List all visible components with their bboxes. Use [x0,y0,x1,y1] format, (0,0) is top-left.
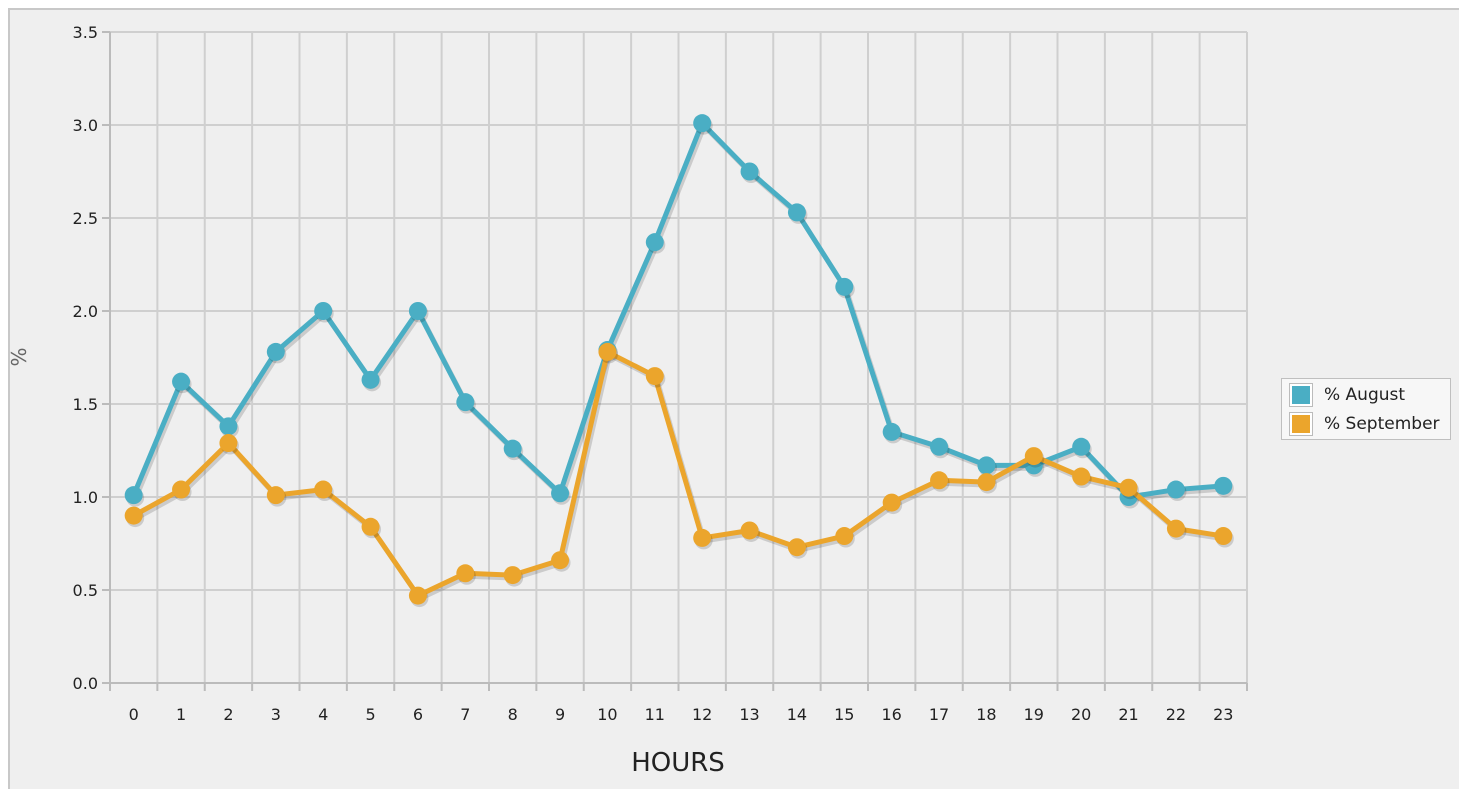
x-tick-labels: 0 1 2 3 4 5 6 7 8 9 10 11 12 13 14 15 16 17 18 19 20 21 22 23 [129,705,1234,724]
y-tick-label: 3.0 [73,116,98,135]
data-point[interactable] [1166,480,1185,499]
series [124,114,1234,608]
x-tick-label: 9 [555,705,565,724]
data-point[interactable] [740,521,759,540]
data-point[interactable] [266,342,285,361]
x-tick-label: 18 [976,705,996,724]
data-point[interactable] [551,551,570,570]
data-point[interactable] [930,471,949,490]
data-point[interactable] [835,527,854,546]
x-tick-label: 5 [365,705,375,724]
data-point[interactable] [977,456,996,475]
x-tick-label: 1 [176,705,186,724]
x-tick-label: 12 [692,705,712,724]
legend-item-august[interactable]: % August [1289,382,1406,408]
x-tick-label: 4 [318,705,328,724]
data-point[interactable] [977,473,996,492]
y-tick-label: 0.5 [73,581,98,600]
y-tick-label: 1.0 [73,488,98,507]
data-point[interactable] [740,162,759,181]
data-point[interactable] [1024,447,1043,466]
data-point[interactable] [219,434,238,453]
line-chart: 0 1 2 3 4 5 6 7 8 9 10 11 12 13 14 15 16 17 18 19 20 21 22 23 0… [10,23,1248,778]
x-tick-label: 19 [1024,705,1044,724]
data-point[interactable] [456,393,475,412]
data-point[interactable] [172,372,191,391]
data-point[interactable] [408,302,427,320]
series-line-shadow [133,123,1226,503]
legend-swatch-august [1289,383,1313,407]
x-tick-label: 15 [834,705,854,724]
y-tick-labels: 0.0 0.5 1.0 1.5 2.0 2.5 3.0 3.5 [73,23,98,693]
data-point[interactable] [314,480,333,499]
x-tick-label: 21 [1118,705,1138,724]
x-tick-label: 2 [223,705,233,724]
data-point[interactable] [314,302,333,320]
legend: % August % September [1281,378,1451,440]
data-point[interactable] [361,370,380,389]
data-point[interactable] [835,277,854,296]
y-axis-title: % [10,347,31,366]
x-tick-label: 17 [929,705,949,724]
data-point[interactable] [124,506,143,525]
x-tick-label: 3 [271,705,281,724]
series-1 [124,342,1234,608]
x-tick-label: 10 [597,705,617,724]
axes [102,31,1248,691]
y-tick-label: 0.0 [73,674,98,693]
legend-item-september[interactable]: % September [1289,411,1440,437]
data-point[interactable] [1214,476,1233,495]
data-point[interactable] [693,528,712,547]
data-point[interactable] [551,484,570,503]
x-tick-label: 8 [508,705,518,724]
legend-swatch-september [1289,412,1313,436]
data-point[interactable] [124,486,143,505]
x-tick-label: 22 [1166,705,1186,724]
data-point[interactable] [930,437,949,456]
data-point[interactable] [266,486,285,505]
chart-frame: 0 1 2 3 4 5 6 7 8 9 10 11 12 13 14 15 16 17 18 19 20 21 22 23 0… [8,8,1459,789]
x-axis-title: HOURS [631,748,725,778]
x-tick-label: 23 [1213,705,1233,724]
grid [109,31,1248,684]
data-point[interactable] [693,114,712,133]
y-tick-label: 2.0 [73,302,98,321]
data-point[interactable] [882,493,901,512]
data-point[interactable] [361,517,380,536]
x-tick-label: 7 [460,705,470,724]
legend-label-september: % September [1324,414,1440,434]
y-tick-label: 2.5 [73,209,98,228]
data-point[interactable] [645,233,664,252]
x-tick-label: 20 [1071,705,1091,724]
x-tick-label: 6 [413,705,423,724]
data-point[interactable] [787,203,806,222]
data-point[interactable] [1119,478,1138,497]
data-point[interactable] [503,566,522,585]
x-tick-label: 14 [787,705,807,724]
data-point[interactable] [503,439,522,458]
x-tick-label: 11 [645,705,665,724]
data-point[interactable] [1214,527,1233,546]
y-tick-label: 1.5 [73,395,98,414]
data-point[interactable] [408,586,427,605]
x-tick-label: 16 [882,705,902,724]
data-point[interactable] [1166,519,1185,538]
data-point[interactable] [882,422,901,441]
data-point[interactable] [645,367,664,386]
data-point[interactable] [598,342,617,361]
x-tick-label: 13 [739,705,759,724]
data-point[interactable] [787,538,806,557]
data-point[interactable] [1072,467,1091,486]
legend-label-august: % August [1324,385,1406,405]
data-point[interactable] [456,564,475,583]
x-tick-label: 0 [129,705,139,724]
data-point[interactable] [219,417,238,436]
data-point[interactable] [172,480,191,499]
y-tick-label: 3.5 [73,23,98,42]
data-point[interactable] [1072,437,1091,456]
